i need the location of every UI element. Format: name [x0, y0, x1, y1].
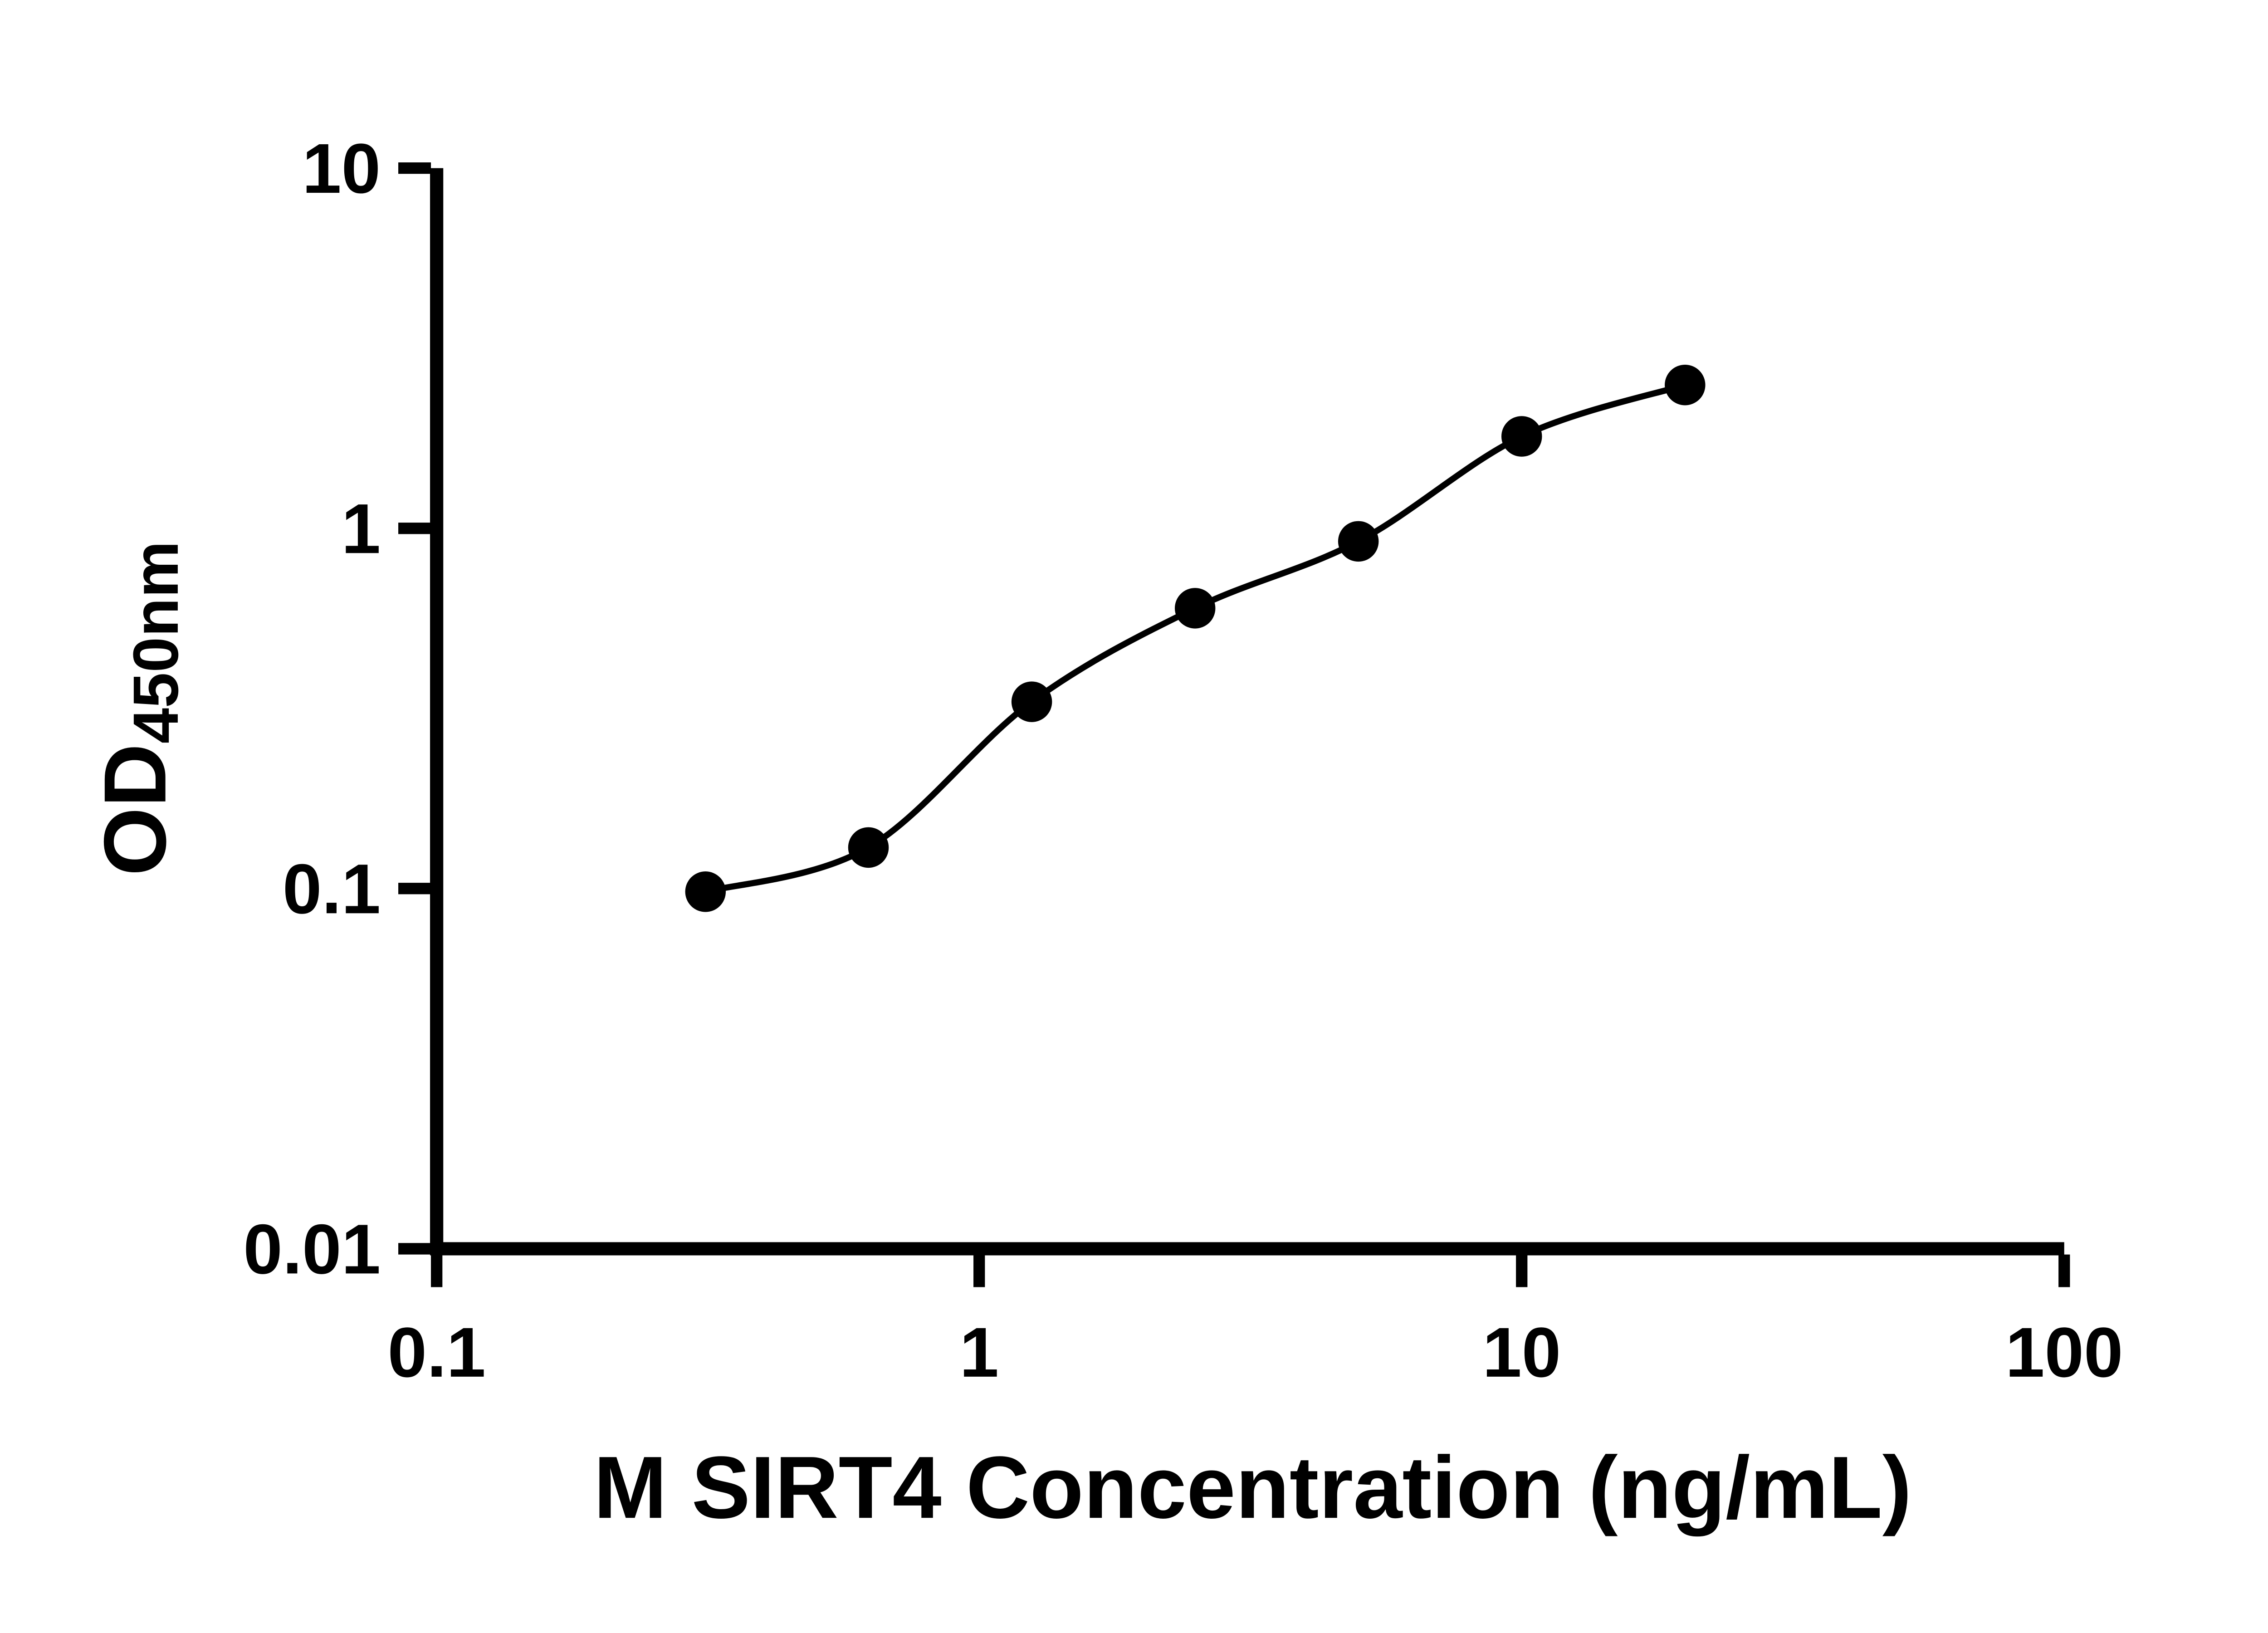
x-axis-title: M SIRT4 Concentration (ng/mL)	[594, 1438, 1912, 1537]
y-axis-title-main: OD	[86, 743, 185, 876]
y-tick-label: 1	[342, 489, 381, 568]
data-point	[1174, 588, 1216, 629]
data-point	[685, 871, 726, 912]
fit-curve	[702, 381, 1688, 895]
data-point	[1501, 416, 1542, 457]
data-point	[1338, 521, 1379, 562]
y-axis-title-subscript: 450nm	[120, 541, 191, 744]
x-tick-label: 100	[2005, 1313, 2123, 1392]
y-axis-title: OD450nm	[86, 541, 191, 876]
data-point	[848, 827, 889, 868]
y-tick-label: 0.1	[283, 849, 381, 928]
svg-text:OD450nm: OD450nm	[86, 541, 191, 876]
x-tick-label: 1	[959, 1313, 999, 1392]
data-point	[1011, 681, 1052, 722]
data-point	[1665, 364, 1706, 406]
y-tick-label: 10	[302, 129, 381, 208]
x-tick-label: 10	[1482, 1313, 1561, 1392]
x-tick-label: 0.1	[388, 1313, 486, 1392]
axes	[430, 168, 2064, 1256]
y-tick-label: 0.01	[243, 1209, 381, 1288]
